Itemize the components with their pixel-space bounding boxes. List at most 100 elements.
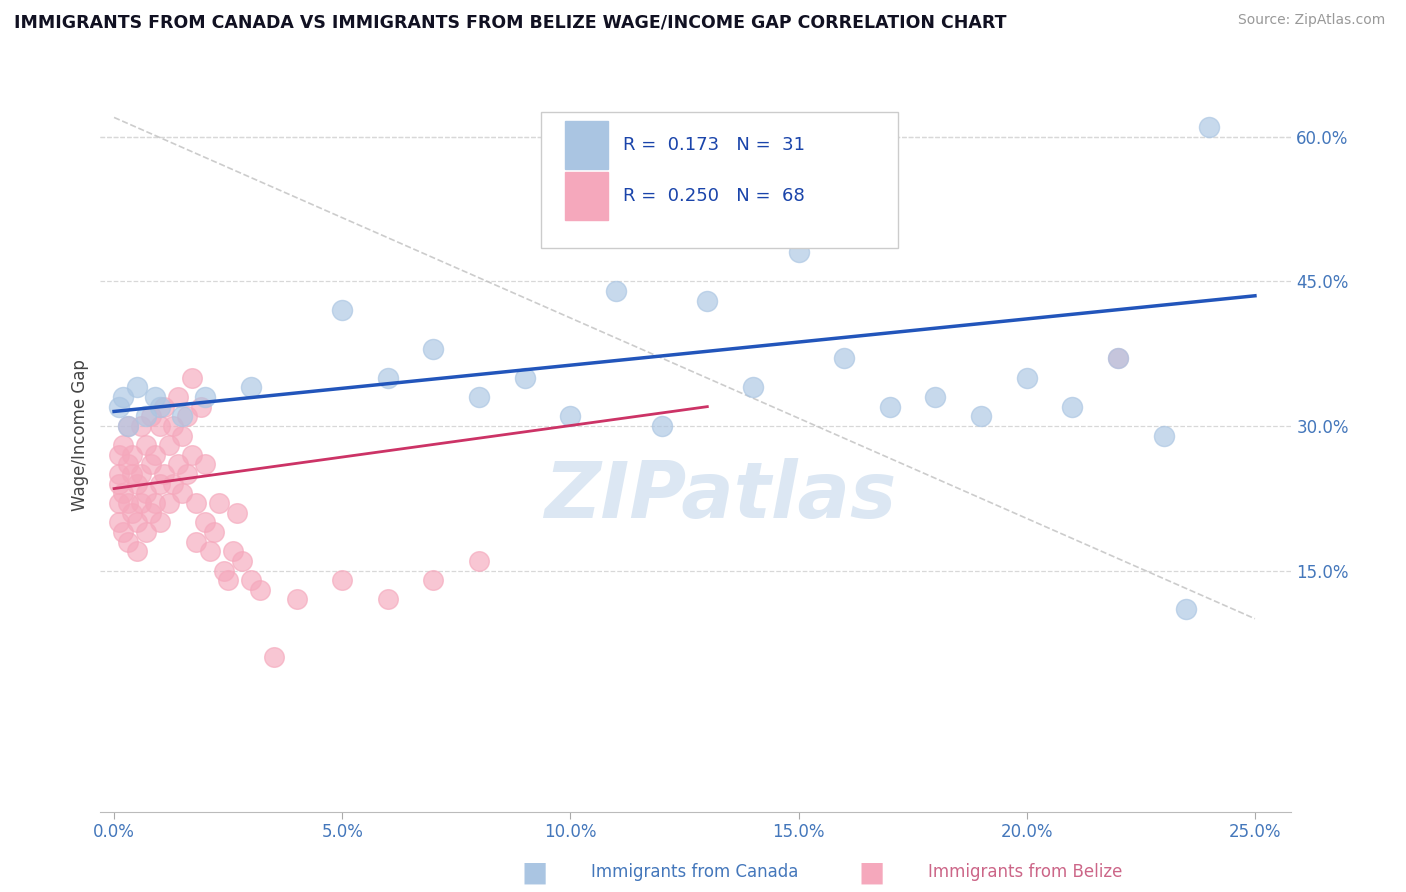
Text: R =  0.250   N =  68: R = 0.250 N = 68 (623, 186, 806, 205)
Point (1107, 351, 1129, 366)
Point (131, 496, 153, 510)
Point (125, 476, 148, 491)
Point (172, 486, 194, 500)
Point (1015, 370, 1038, 384)
FancyBboxPatch shape (565, 172, 607, 220)
Point (239, 380, 262, 394)
Point (125, 380, 148, 394)
Point (107, 467, 129, 482)
Point (422, 573, 444, 587)
Point (135, 486, 157, 500)
Point (162, 418, 184, 433)
Point (513, 370, 536, 384)
Point (194, 390, 217, 404)
Point (208, 496, 231, 510)
Text: R =  0.173   N =  31: R = 0.173 N = 31 (623, 136, 806, 154)
Point (1107, 351, 1129, 366)
Point (924, 390, 946, 404)
FancyBboxPatch shape (541, 112, 898, 248)
Point (1153, 428, 1175, 442)
Point (180, 370, 202, 384)
Text: ■: ■ (859, 858, 884, 887)
Point (285, 592, 308, 607)
Point (422, 342, 444, 356)
Point (651, 418, 673, 433)
Point (226, 506, 249, 520)
Point (742, 380, 765, 394)
Point (107, 516, 129, 530)
Point (167, 390, 190, 404)
Point (180, 448, 202, 462)
Point (139, 409, 162, 424)
Point (121, 448, 143, 462)
Point (143, 496, 166, 510)
Point (217, 573, 239, 587)
Point (157, 438, 180, 452)
Point (222, 544, 245, 558)
Text: Immigrants from Belize: Immigrants from Belize (928, 863, 1122, 881)
Point (468, 390, 491, 404)
Point (172, 409, 194, 424)
Point (135, 524, 157, 539)
Point (186, 496, 208, 510)
Point (204, 524, 226, 539)
Point (330, 303, 353, 318)
Point (605, 284, 627, 298)
Point (112, 438, 135, 452)
Point (263, 650, 285, 665)
Point (107, 476, 129, 491)
Text: ■: ■ (522, 858, 547, 887)
Point (249, 582, 271, 597)
Point (198, 544, 221, 558)
Point (212, 564, 235, 578)
Point (1175, 602, 1198, 616)
Point (194, 458, 217, 472)
Point (125, 516, 148, 530)
Point (117, 496, 139, 510)
Point (970, 409, 993, 424)
Point (143, 448, 166, 462)
Point (153, 400, 176, 414)
Text: ZIPatlas: ZIPatlas (544, 458, 896, 533)
Point (117, 458, 139, 472)
Point (167, 458, 190, 472)
Point (377, 592, 399, 607)
Point (107, 496, 129, 510)
Point (135, 438, 157, 452)
Point (153, 467, 176, 482)
Point (149, 476, 172, 491)
FancyBboxPatch shape (565, 121, 607, 169)
Point (1198, 120, 1220, 134)
Point (149, 400, 172, 414)
Point (832, 351, 855, 366)
Point (107, 448, 129, 462)
Point (696, 293, 718, 308)
Point (377, 370, 399, 384)
Point (135, 409, 157, 424)
Point (117, 418, 139, 433)
Point (176, 467, 198, 482)
Point (131, 467, 153, 482)
Text: Immigrants from Canada: Immigrants from Canada (591, 863, 797, 881)
Point (239, 573, 262, 587)
Point (172, 428, 194, 442)
Point (186, 534, 208, 549)
Point (139, 506, 162, 520)
Text: Source: ZipAtlas.com: Source: ZipAtlas.com (1237, 13, 1385, 28)
Point (139, 458, 162, 472)
Point (787, 245, 810, 260)
Point (194, 516, 217, 530)
Point (107, 400, 129, 414)
Y-axis label: Wage/Income Gap: Wage/Income Gap (72, 359, 89, 511)
Point (117, 534, 139, 549)
Point (149, 418, 172, 433)
Point (131, 418, 153, 433)
Point (190, 400, 212, 414)
Point (468, 554, 491, 568)
Point (117, 418, 139, 433)
Point (149, 516, 172, 530)
Point (125, 544, 148, 558)
Point (560, 409, 582, 424)
Point (162, 476, 184, 491)
Point (231, 554, 253, 568)
